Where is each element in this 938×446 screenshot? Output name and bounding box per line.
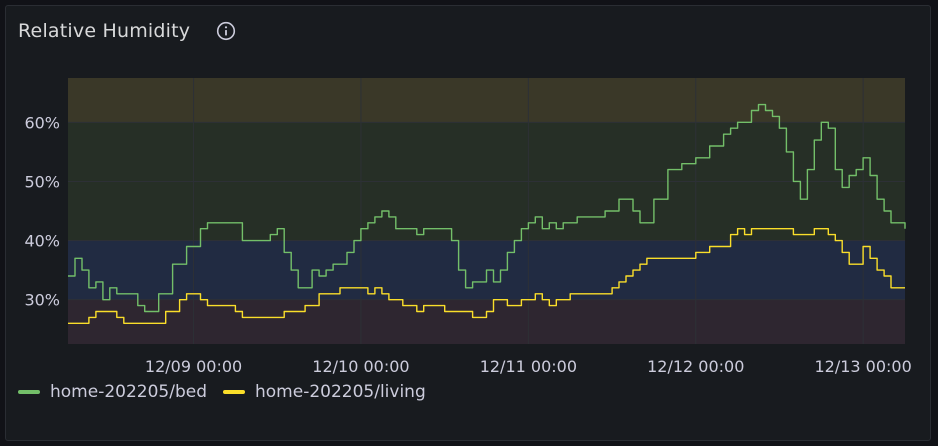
y-tick-label: 40% [24, 232, 60, 251]
legend-label: home-202205/living [255, 382, 426, 402]
info-circle-icon[interactable] [216, 21, 236, 41]
x-tick-label: 12/10 00:00 [312, 357, 409, 376]
chart-legend: home-202205/bed home-202205/living [18, 382, 442, 402]
series-line-home-202205-bed [68, 103, 906, 313]
x-tick-label: 12/12 00:00 [647, 357, 744, 376]
threshold-band-0 [68, 78, 905, 123]
legend-swatch [223, 390, 245, 394]
panel-title: Relative Humidity [18, 20, 191, 42]
x-tick-label: 12/13 00:00 [814, 357, 911, 376]
x-tick-label: 12/09 00:00 [145, 357, 242, 376]
series-line-home-202205-living [68, 228, 905, 324]
legend-item[interactable]: home-202205/bed [18, 382, 207, 402]
legend-swatch [18, 390, 40, 394]
y-tick-label: 30% [24, 291, 60, 310]
panel-header: Relative Humidity [18, 20, 236, 42]
legend-label: home-202205/bed [50, 382, 207, 402]
legend-item[interactable]: home-202205/living [223, 382, 426, 402]
x-tick-label: 12/11 00:00 [480, 357, 577, 376]
y-tick-label: 60% [24, 113, 60, 132]
y-tick-label: 50% [24, 172, 60, 191]
threshold-band-3 [68, 299, 905, 344]
